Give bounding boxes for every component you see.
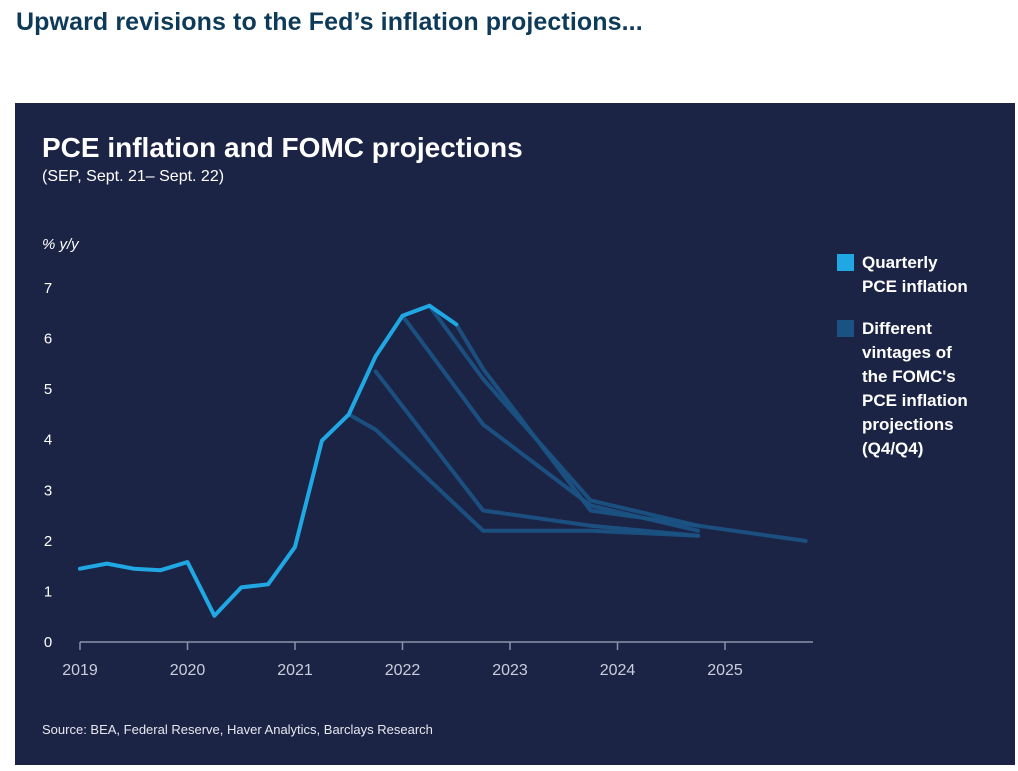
legend-item-actual: Quarterly PCE inflation [837, 251, 1007, 299]
projection-line-vintage-2 [373, 369, 701, 538]
legend-label-actual: Quarterly PCE inflation [862, 253, 968, 296]
x-tick-label: 2020 [170, 662, 206, 679]
chart-title: PCE inflation and FOMC projections [42, 132, 523, 163]
x-tick-label: 2025 [707, 662, 743, 679]
projection-line-vintage-1 [346, 412, 701, 538]
y-tick-label: 5 [44, 381, 52, 398]
legend-swatch-actual [837, 254, 854, 271]
chart-source-note: Source: BEA, Federal Reserve, Haver Anal… [42, 722, 433, 737]
x-tick-label: 2024 [600, 662, 636, 679]
page-heading: Upward revisions to the Fed’s inflation … [16, 8, 643, 36]
y-tick-label: 7 [44, 280, 52, 297]
y-tick-label: 3 [44, 482, 52, 499]
projection-line-vintage-5 [454, 322, 808, 543]
chart-plot-area: 0 1 2 3 4 5 6 7 2019 2020 2021 2022 2023 2024 2025 [44, 280, 813, 679]
x-tick-label: 2019 [62, 662, 98, 679]
legend-swatch-projection [837, 320, 854, 337]
x-tick-label: 2022 [385, 662, 421, 679]
y-tick-label: 6 [44, 331, 52, 348]
chart-subtitle: (SEP, Sept. 21– Sept. 22) [42, 168, 225, 185]
y-tick-label: 0 [44, 634, 52, 651]
y-axis-unit-label: % y/y [42, 236, 79, 253]
legend-item-projection: Different vintages of the FOMC's PCE inf… [837, 317, 1007, 461]
y-tick-label: 2 [44, 533, 52, 550]
x-tick-label: 2023 [492, 662, 528, 679]
legend-label-projection: Different vintages of the FOMC's PCE inf… [862, 319, 968, 458]
actual-pce-line [78, 303, 459, 618]
x-tick-label: 2021 [277, 662, 313, 679]
chart-panel: PCE inflation and FOMC projections (SEP,… [15, 103, 1015, 765]
y-tick-label: 4 [44, 432, 52, 449]
chart-legend: Quarterly PCE inflation Different vintag… [837, 251, 1007, 479]
y-tick-label: 1 [44, 583, 52, 600]
